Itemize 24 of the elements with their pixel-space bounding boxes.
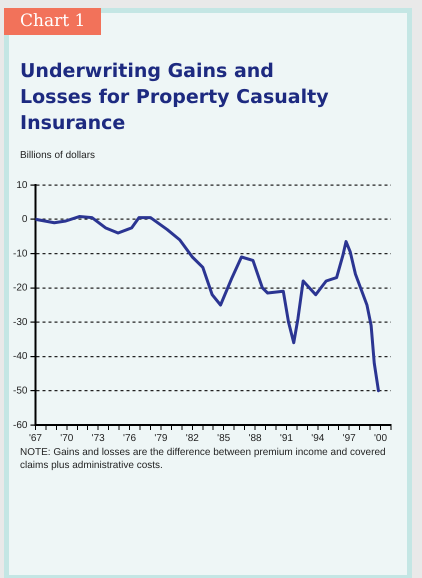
- x-tick-label: '76: [123, 432, 137, 444]
- y-tick-label: 10: [16, 180, 28, 191]
- caption: Chart 1: [4, 8, 102, 35]
- y-tick-label: -20: [13, 282, 28, 294]
- x-tick-label: '73: [92, 432, 106, 444]
- x-tick-label: '88: [248, 432, 262, 444]
- chart-title: Underwriting Gains and Losses for Property Casualty Insurance: [20, 59, 330, 136]
- y-axis-title: Billions of dollars: [20, 150, 96, 161]
- y-tick-label: 0: [22, 214, 28, 226]
- x-tick-label: '97: [342, 432, 356, 444]
- text: NOTE: Gains and losses are the difference between premium income and covered claims plus administrative costs.: [20, 446, 387, 472]
- x-tick-label: '94: [311, 432, 325, 444]
- x-tick-label: '85: [217, 432, 231, 444]
- x-tick-label: '79: [154, 432, 168, 444]
- x-tick-label: '91: [280, 432, 294, 444]
- x-tick-label: '67: [28, 432, 42, 444]
- y-tick-label: -60: [13, 420, 28, 431]
- y-tick-label: -40: [13, 351, 28, 362]
- y-tick-label: -50: [13, 385, 28, 396]
- y-tick-label: -30: [13, 316, 28, 328]
- x-tick-label: '82: [186, 432, 200, 444]
- x-tick-label: '00: [374, 432, 388, 444]
- x-tick-label: '70: [60, 432, 74, 444]
- y-tick-label: -10: [13, 248, 28, 260]
